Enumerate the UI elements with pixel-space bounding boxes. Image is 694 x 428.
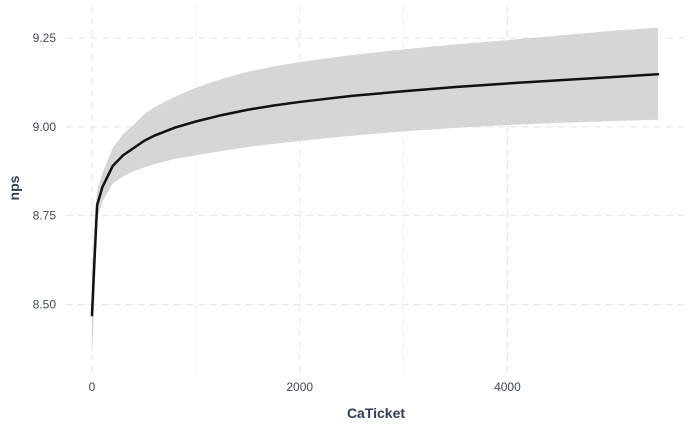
y-tick-label: 9.25 (33, 31, 57, 45)
x-axis-title: CaTicket (347, 405, 405, 421)
confidence-band-group (91, 27, 659, 358)
y-axis-title: nps (6, 175, 22, 200)
y-tick-label: 8.50 (33, 297, 57, 311)
series-line-group (90, 72, 660, 317)
x-tick-label: 2000 (286, 380, 313, 394)
x-tick-label: 0 (89, 380, 96, 394)
confidence-band (91, 27, 659, 358)
y-tick-label: 8.75 (33, 209, 57, 223)
series-line (90, 72, 660, 317)
x-tick-label: 4000 (494, 380, 521, 394)
y-axis-ticks: 8.50 8.75 9.00 9.25 (33, 31, 57, 312)
y-tick-label: 9.00 (33, 120, 57, 134)
x-axis-ticks: 0 2000 4000 (89, 380, 521, 394)
